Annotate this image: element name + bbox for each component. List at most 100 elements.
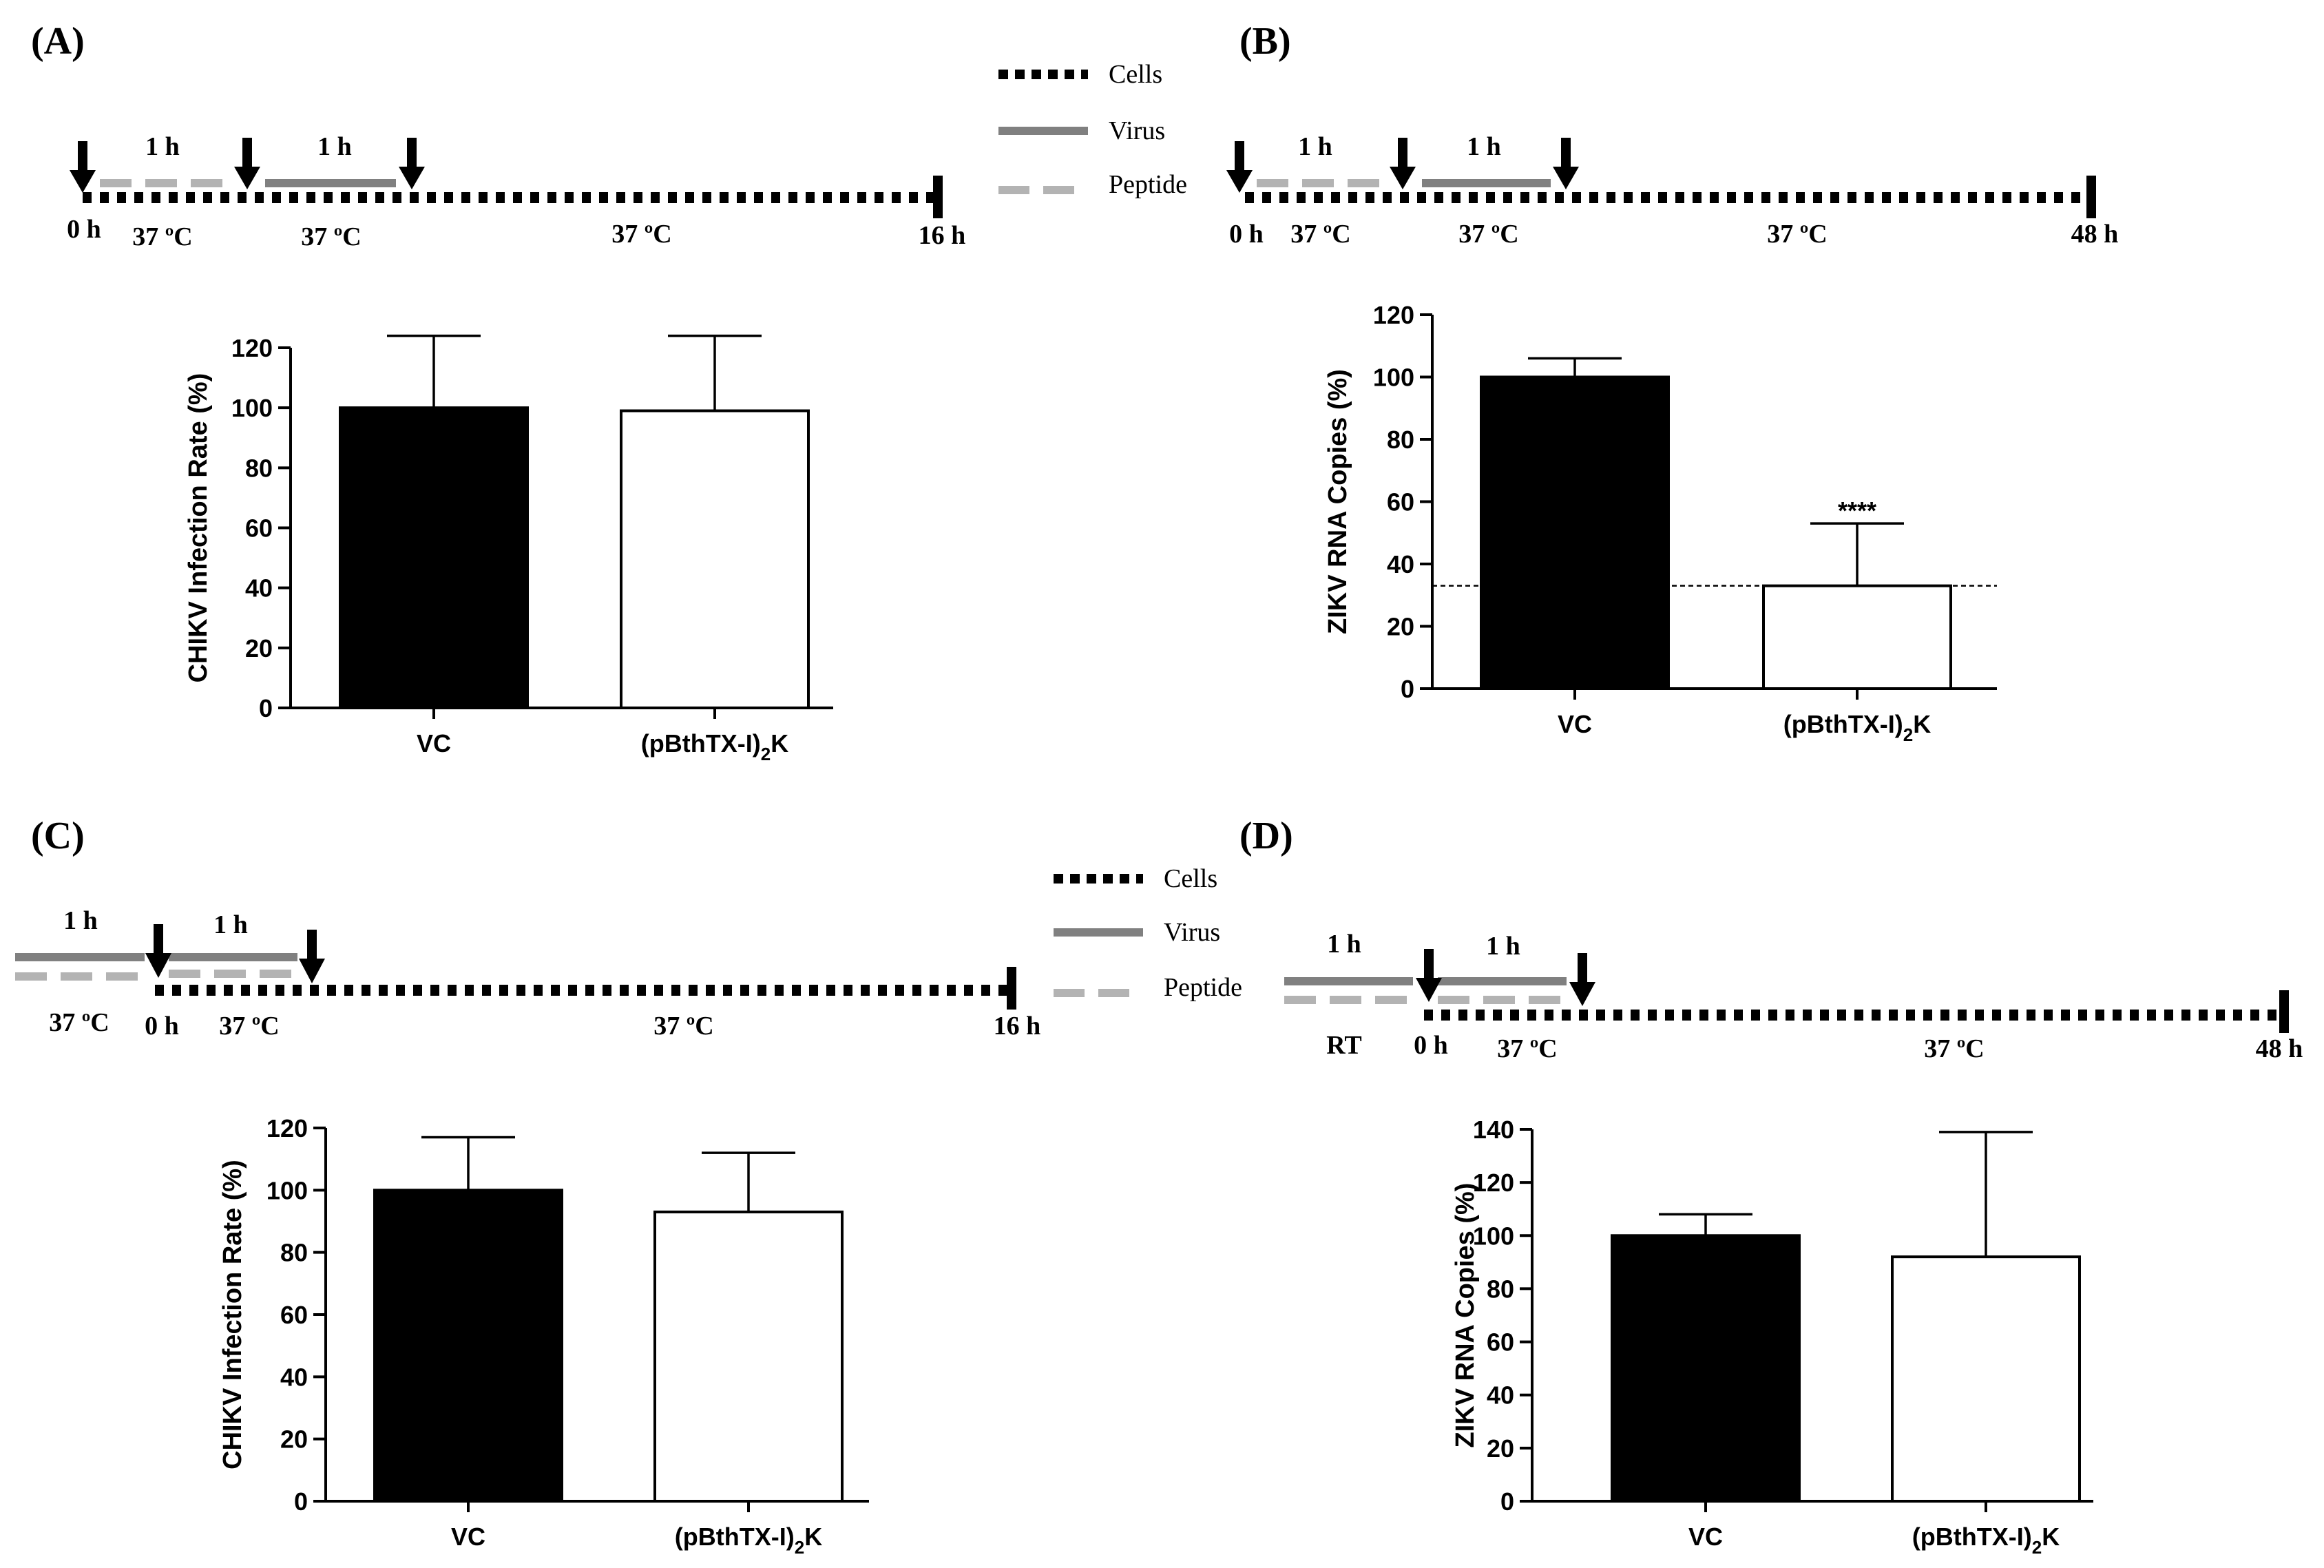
bar-peptide [620,409,810,710]
category-label-main: VC [451,1523,485,1551]
panel-label-d: (D) [1239,815,1293,857]
category-label: (pBthTX-I)2K [1783,710,1931,745]
y-tick-label: 80 [1387,426,1414,454]
category-label-main: (pBthTX-I) [675,1523,795,1551]
category-label-main: VC [417,729,451,757]
y-tick-label: 80 [1487,1275,1514,1303]
significance-label: **** [1838,496,1876,525]
panel-label-a: (A) [31,20,85,63]
category-label-tail: K [1913,710,1931,738]
timeline-duration-1: 1 h [1327,930,1361,959]
legend-middle: Cells Virus Peptide [1054,864,1242,1002]
timeline-b: 1 h 1 h 0 h 37 ºC 37 ºC 37 ºC 48 h [1226,132,2118,249]
arrow-down-icon [234,138,260,189]
y-tick-label: 80 [245,454,273,482]
legend-top: Cells Virus Peptide [998,60,1187,199]
timeline-duration-1: 1 h [63,906,98,935]
category-label-tail: K [771,729,788,757]
timeline-end-marker [1007,967,1016,1010]
timeline-temp-3: 37 ºC [611,220,672,249]
bar-peptide [1762,584,1952,690]
timeline-temp-3: 37 ºC [653,1012,714,1041]
y-tick-label: 20 [1487,1434,1514,1463]
category-label-subscript: 2 [2032,1537,2042,1558]
timeline-pre-temp: 37 ºC [49,1008,109,1037]
arrow-down-icon [1553,138,1579,189]
y-tick-label: 0 [294,1487,308,1516]
category-label-subscript: 2 [1903,724,1913,745]
y-tick-label: 60 [245,514,273,543]
category-label-tail: K [2042,1523,2060,1551]
category-label-main: (pBthTX-I) [641,729,761,757]
legend-peptide-label: Peptide [1109,170,1187,199]
timeline-end: 16 h [919,221,966,250]
legend-cells-label: Cells [1164,864,1217,893]
timeline-temp-2: 37 ºC [301,222,362,251]
timeline-duration-2: 1 h [213,910,248,939]
y-tick-label: 100 [266,1176,308,1204]
bar-peptide [653,1210,844,1503]
y-tick-label: 100 [1473,1222,1514,1250]
chart-d: 0 20 40 60 80 100 120 140 ZIKV RNA Copies (%) VC (… [1451,1116,2093,1558]
arrow-down-icon [1390,138,1416,189]
chart-b: 0 20 40 60 80 100 120 ZIKV RNA Copies (%) VC (pBt… [1323,301,1997,745]
y-axis-title: ZIKV RNA Copies (%) [1451,1183,1480,1448]
category-label-main: VC [1558,710,1592,738]
arrow-down-icon [299,930,325,983]
category-label: (pBthTX-I)2K [675,1523,822,1558]
category-label-tail: K [804,1523,822,1551]
timeline-c: 1 h 1 h 37 ºC 0 h 37 ºC 37 ºC 16 h [15,906,1040,1041]
timeline-temp-2: 37 ºC [1497,1034,1558,1063]
timeline-end: 48 h [2071,220,2119,249]
bar-vc [339,406,529,710]
y-tick-label: 120 [1373,301,1414,329]
y-tick-label: 0 [1401,675,1414,703]
timeline-end-marker [933,176,943,218]
y-axis-title: CHIKV Infection Rate (%) [184,373,213,683]
panel-label-b: (B) [1239,20,1291,63]
timeline-end-marker [2086,176,2096,218]
timeline-duration-2: 1 h [317,132,352,161]
timeline-temp-2: 37 ºC [1458,220,1519,249]
y-tick-label: 40 [280,1363,308,1391]
category-label-subscript: 2 [795,1537,804,1558]
timeline-a: 1 h 1 h 0 h 37 ºC 37 ºC 37 ºC 16 h [67,132,965,251]
category-label-main: VC [1688,1523,1723,1551]
y-tick-label: 60 [1387,488,1414,516]
y-axis-title: CHIKV Infection Rate (%) [218,1160,247,1470]
y-tick-label: 40 [1387,550,1414,578]
y-tick-label: 0 [259,694,273,722]
legend-virus-label: Virus [1164,918,1220,947]
y-tick-label: 60 [1487,1328,1514,1357]
chart-c: 0 20 40 60 80 100 120 CHIKV Infection Rate (%) V… [218,1114,869,1558]
bar-vc [1480,375,1670,690]
panel-label-c: (C) [31,815,85,857]
y-tick-label: 60 [280,1301,308,1329]
timeline-temp-1: 37 ºC [132,222,193,251]
timeline-d: 1 h 1 h RT 0 h 37 ºC 37 ºC 48 h [1284,930,2303,1063]
category-label: VC [1558,710,1592,738]
y-tick-label: 20 [1387,613,1414,641]
y-tick-label: 100 [1373,364,1414,392]
timeline-duration-1: 1 h [1298,132,1332,161]
y-tick-label: 140 [1473,1116,1514,1144]
category-label-main: (pBthTX-I) [1783,710,1903,738]
timeline-temp-2: 37 ºC [219,1012,280,1041]
arrow-down-icon [399,138,425,189]
bar-vc [1611,1234,1801,1503]
timeline-temp-1: 37 ºC [1290,220,1351,249]
timeline-start: 0 h [145,1012,179,1041]
timeline-temp-3: 37 ºC [1924,1034,1985,1063]
timeline-start: 0 h [67,215,101,244]
arrow-down-icon [1416,949,1442,1002]
timeline-end: 48 h [2256,1034,2303,1063]
timeline-end-marker [2279,990,2289,1033]
bar-peptide [1891,1255,2081,1503]
y-tick-label: 120 [1473,1169,1514,1197]
category-label-main: (pBthTX-I) [1912,1523,2032,1551]
category-label: (pBthTX-I)2K [641,729,788,764]
timeline-pre-temp: RT [1326,1031,1361,1060]
y-tick-label: 0 [1500,1487,1514,1516]
arrow-down-icon [145,924,171,978]
